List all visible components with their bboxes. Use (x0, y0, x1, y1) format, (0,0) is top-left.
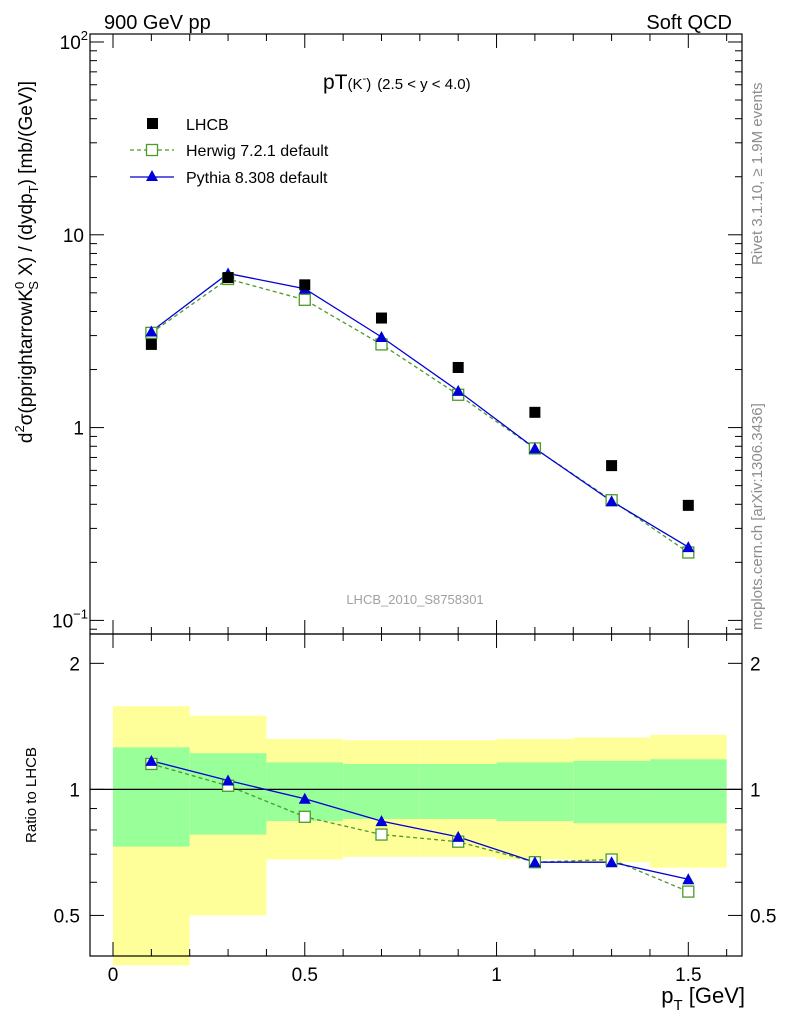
ratio-y-tick-label-left: 1 (69, 780, 80, 801)
pythia-ratio-point (605, 856, 618, 868)
ratio-y-tick-label-right: 0.5 (750, 906, 776, 927)
pythia-ratio-point (682, 873, 695, 885)
pythia-ratio-point (375, 815, 388, 827)
lhcb-point (682, 499, 694, 511)
lhcb-point (452, 361, 464, 373)
pythia-point (682, 541, 695, 553)
main-axis-ticks: 10−1 1 10 102 (52, 28, 742, 632)
ratio-y-tick-label-left: 0.5 (54, 906, 80, 927)
ratio-inner-band (649, 759, 727, 824)
pythia-ratio-point (298, 792, 311, 804)
analysis-watermark: LHCB_2010_S8758301 (346, 592, 483, 607)
legend-label-lhcb: LHCB (186, 117, 229, 134)
herwig-ratio-line (151, 763, 689, 893)
x-tick-label: 0.5 (292, 965, 318, 986)
main-y-tick-label: 1 (73, 419, 84, 440)
main-y-axis-label: d2σ(pprightarrowK0S X) / (dydpT) [mb/(Ge… (12, 81, 41, 443)
lhcb-point (222, 272, 234, 284)
lhcb-point (606, 460, 618, 472)
ratio-y-tick-label-right: 2 (750, 654, 761, 675)
pythia-ratio-point (528, 856, 541, 868)
ratio-frame (89, 633, 743, 957)
x-tick-label: 1 (491, 965, 502, 986)
x-tick-label: 1.5 (675, 965, 701, 986)
herwig-ratio-point (298, 810, 311, 823)
herwig-line (150, 278, 689, 554)
ratio-y-axis-label: Ratio to LHCB (23, 747, 40, 843)
ratio-y-tick-label-left: 2 (69, 654, 80, 675)
herwig-point (298, 293, 311, 306)
ratio-panel: 0.5 0.5 1 1 2 2 Ratio to LHCB (23, 633, 777, 966)
lhcb-point (145, 338, 157, 350)
x-tick-label: 0 (108, 965, 119, 986)
legend-marker-lhcb (147, 118, 158, 129)
main-y-tick-label: 10 (63, 226, 84, 247)
pythia-point (452, 384, 465, 396)
ratio-inner-band (343, 763, 420, 819)
main-data-marks (145, 267, 695, 559)
herwig-ratio-point (682, 885, 695, 898)
x-axis: 0 0.5 1 1.5 (108, 34, 728, 986)
herwig-ratio-point (375, 828, 388, 841)
pythia-point (605, 495, 618, 507)
rivet-label: Rivet 3.1.10, ≥ 1.9M events (749, 83, 766, 266)
lhcb-point (375, 312, 387, 324)
main-panel: 10−1 1 10 102 pT(K-) (2.5 < y < 4.0) LHCB He… (12, 28, 743, 635)
ratio-inner-band (189, 753, 267, 835)
lhcb-point (529, 406, 541, 418)
ratio-axis-ticks: 0.5 0.5 1 1 2 2 (54, 654, 777, 927)
ratio-inner-band (419, 763, 497, 819)
main-y-tick-label: 10−1 (52, 606, 88, 632)
header-left: 900 GeV pp (104, 12, 211, 34)
ratio-uncertainty-bands (113, 706, 727, 966)
x-axis-label: pT [GeV] (661, 983, 745, 1014)
mcplots-label: mcplots.cern.ch [arXiv:1306.3436] (749, 403, 766, 630)
pythia-line (150, 272, 689, 548)
pythia-point (145, 325, 158, 337)
ratio-y-tick-label-right: 1 (750, 780, 761, 801)
ratio-inner-band (496, 762, 574, 822)
legend-marker-pythia (146, 170, 158, 181)
main-y-tick-label: 102 (60, 28, 88, 54)
ratio-data-marks (90, 754, 742, 898)
pythia-ratio-point (452, 830, 465, 842)
lhcb-point (299, 279, 311, 291)
legend: LHCB Herwig 7.2.1 default Pythia 8.308 d… (130, 117, 329, 187)
legend-label-pythia: Pythia 8.308 default (186, 170, 328, 187)
pythia-ratio-point (145, 754, 158, 766)
pythia-point (375, 331, 388, 343)
ratio-inner-band (573, 760, 650, 824)
header-right: Soft QCD (646, 12, 732, 34)
chart-title: pT(K-) (2.5 < y < 4.0) (323, 71, 471, 94)
legend-label-herwig: Herwig 7.2.1 default (186, 143, 329, 160)
pythia-point (528, 442, 541, 454)
pythia-ratio-line (151, 760, 689, 880)
pythia-ratio-point (222, 774, 235, 786)
legend-marker-herwig (145, 143, 159, 157)
